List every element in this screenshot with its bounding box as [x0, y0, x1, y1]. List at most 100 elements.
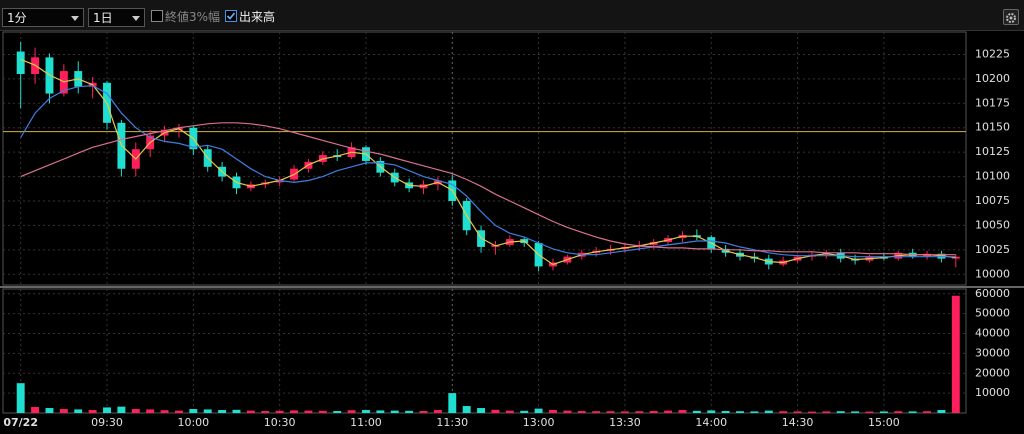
volume-bar — [664, 410, 673, 413]
volume-bar — [563, 410, 572, 413]
volume-bar — [261, 411, 270, 413]
volume-bar — [275, 410, 284, 413]
y-tick-label: 10000 — [975, 267, 1010, 280]
option-checkbox[interactable]: 終値3%幅 — [151, 10, 220, 24]
x-tick-label: 10:00 — [177, 416, 209, 429]
candle-body — [16, 51, 25, 75]
range-dropdown[interactable]: 1日 — [88, 8, 145, 27]
volume-bar — [88, 410, 97, 413]
volume-bar — [390, 410, 399, 413]
volume-bar — [318, 410, 327, 413]
volume-bar — [160, 410, 169, 413]
volume-bar — [779, 411, 788, 413]
candle-body — [951, 256, 960, 259]
y-tick-label: 10100 — [975, 170, 1010, 183]
volume-bar — [879, 411, 888, 413]
settings-button[interactable] — [1003, 9, 1019, 25]
volume-bar — [246, 410, 255, 413]
volume-bar — [678, 410, 687, 413]
moving-average-line — [20, 85, 956, 258]
volume-bar — [606, 411, 615, 413]
gear-icon — [1006, 13, 1016, 23]
x-tick-label: 09:30 — [91, 416, 123, 429]
volume-bar — [491, 409, 500, 413]
interval-label: 1分 — [7, 11, 27, 25]
volume-bar — [117, 406, 126, 413]
interval-dropdown[interactable]: 1分 — [2, 8, 84, 27]
x-tick-label: 11:30 — [436, 416, 468, 429]
volume-bar — [74, 409, 83, 413]
volume-bar — [333, 411, 342, 413]
volume-bar — [419, 411, 428, 413]
volume-bar — [707, 410, 716, 413]
y-tick-label: 50000 — [975, 307, 1010, 320]
x-tick-label: 13:00 — [523, 416, 555, 429]
volume-bar — [362, 410, 370, 413]
volume-bar — [750, 411, 759, 413]
volume-bar — [218, 410, 227, 413]
y-tick-label: 10150 — [975, 121, 1010, 134]
range-label: 1日 — [93, 11, 113, 25]
x-tick-label: 14:30 — [782, 416, 814, 429]
x-tick-label: 07/22 — [3, 416, 38, 429]
y-tick-label: 10200 — [975, 72, 1010, 85]
volume-bar — [189, 409, 198, 413]
y-tick-label: 10000 — [975, 386, 1010, 399]
volume-bar — [31, 407, 40, 413]
volume-bar — [505, 410, 514, 413]
x-tick-label: 11:00 — [350, 416, 382, 429]
volume-bar — [304, 410, 313, 413]
checkbox[interactable] — [225, 10, 237, 22]
volume-bar — [736, 411, 744, 413]
volume-bar — [764, 410, 773, 413]
volume-bar — [520, 410, 529, 413]
volume-bar — [692, 410, 701, 413]
x-tick-label: 10:30 — [264, 416, 296, 429]
volume-bar — [103, 407, 111, 413]
y-tick-label: 10225 — [975, 47, 1010, 60]
volume-bar — [433, 410, 442, 413]
volume-bar — [851, 411, 860, 413]
volume-bar — [203, 409, 212, 413]
option-label: 出来高 — [239, 10, 276, 24]
y-tick-label: 30000 — [975, 346, 1010, 359]
volume-bar — [131, 409, 140, 413]
volume-bar — [836, 411, 845, 413]
volume-bar — [620, 411, 629, 413]
volume-bar — [59, 409, 68, 413]
y-tick-label: 60000 — [975, 287, 1010, 300]
volume-bar — [865, 411, 874, 413]
volume-bar — [894, 411, 903, 413]
volume-bar — [477, 408, 486, 413]
y-tick-label: 10025 — [975, 243, 1010, 256]
volume-bar — [45, 408, 54, 413]
volume-bar — [448, 393, 457, 413]
volume-bar — [405, 410, 414, 413]
volume-bar — [549, 410, 557, 413]
moving-average-line — [20, 58, 956, 266]
volume-bar — [908, 411, 917, 413]
volume-bar — [937, 410, 946, 413]
volume-bar — [290, 410, 298, 413]
volume-bar — [951, 295, 960, 413]
volume-bar — [923, 411, 931, 413]
volume-bar — [649, 411, 658, 413]
volume-bar — [347, 410, 356, 413]
option-checkbox[interactable]: 出来高 — [225, 10, 275, 24]
moving-average-line — [20, 122, 956, 256]
volume-bar — [807, 411, 816, 413]
toolbar: 1分 1日 終値3%幅 出来高 — [0, 0, 1024, 31]
panel-frame — [2, 31, 967, 286]
volume-bar — [462, 406, 471, 413]
x-tick-label: 15:00 — [868, 416, 900, 429]
volume-bar — [146, 409, 155, 413]
checkbox[interactable] — [151, 10, 163, 22]
x-tick-label: 13:30 — [609, 416, 641, 429]
volume-bar — [822, 411, 831, 413]
volume-bar — [635, 411, 644, 413]
x-tick-label: 14:00 — [695, 416, 727, 429]
y-tick-label: 10050 — [975, 218, 1010, 231]
option-label: 終値3%幅 — [165, 10, 221, 24]
